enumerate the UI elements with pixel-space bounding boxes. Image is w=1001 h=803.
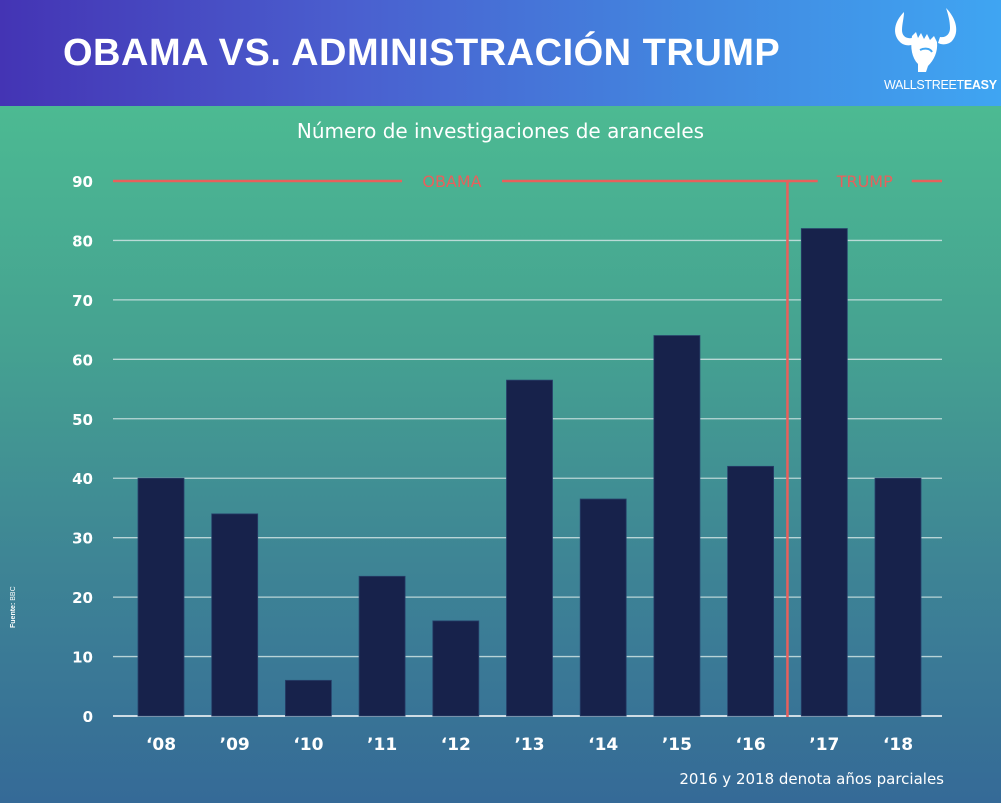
y-tick-label: 0 [83,708,93,726]
y-axis-ticks: 0 10 20 30 40 50 60 70 80 90 [72,173,93,726]
page-title: OBAMA VS. ADMINISTRACIÓN TRUMP [63,32,781,74]
x-tick-label: ‘14 [588,735,618,755]
footnote: 2016 y 2018 denota años parciales [679,770,944,788]
x-tick-label: ’15 [662,735,692,755]
logo-text-bold: EASY [963,78,997,92]
bull-horns-fist-icon [895,8,957,72]
y-tick-label: 30 [72,530,93,548]
bar-3 [358,575,406,717]
x-tick-label: ’13 [514,735,544,755]
period-markers: OBAMA TRUMP [113,172,942,717]
x-axis-ticks: ‘08 ’09 ‘10 ’11 ‘12 ’13 ‘14 ’15 ‘16 ’17 ‘18 [146,735,913,755]
x-tick-label: ‘18 [883,735,913,755]
y-tick-label: 90 [72,173,93,191]
trump-period-label: TRUMP [836,172,893,191]
y-tick-label: 40 [72,470,93,488]
x-tick-label: ‘10 [293,735,323,755]
bar-0 [137,477,185,717]
x-tick-label: ‘08 [146,735,176,755]
y-tick-label: 80 [72,232,93,250]
bar-4 [432,620,480,717]
bar-5 [506,379,553,717]
y-tick-label: 70 [72,292,93,310]
bar-1 [211,513,259,717]
x-tick-label: ’09 [220,735,250,755]
bar-9 [800,228,848,717]
bar-2 [284,679,332,717]
x-tick-label: ‘12 [441,735,471,755]
y-tick-label: 10 [72,649,93,667]
bar-8 [727,465,774,717]
header-banner: OBAMA VS. ADMINISTRACIÓN TRUMP WALLSTREE… [0,0,1001,106]
y-tick-label: 50 [72,411,93,429]
y-tick-label: 60 [72,351,93,369]
bar-10 [874,477,922,717]
logo-text: WALLSTREETEASY [884,78,1000,92]
y-tick-label: 20 [72,589,93,607]
chart-title: Número de investigaciones de aranceles [296,119,705,143]
logo-text-light: WALLSTREET [884,78,964,92]
wallstreeteasy-logo: WALLSTREETEASY [884,8,1000,100]
bars [137,228,922,717]
source-value: BBC [10,586,17,601]
x-tick-label: ‘16 [736,735,766,755]
bar-6 [579,498,627,717]
source-label: Fuente: [10,602,17,628]
x-tick-label: ’11 [367,735,397,755]
source-note: Fuente: BBC [10,586,17,628]
x-tick-label: ’17 [809,735,839,755]
bar-7 [653,335,701,717]
obama-period-label: OBAMA [422,172,481,191]
